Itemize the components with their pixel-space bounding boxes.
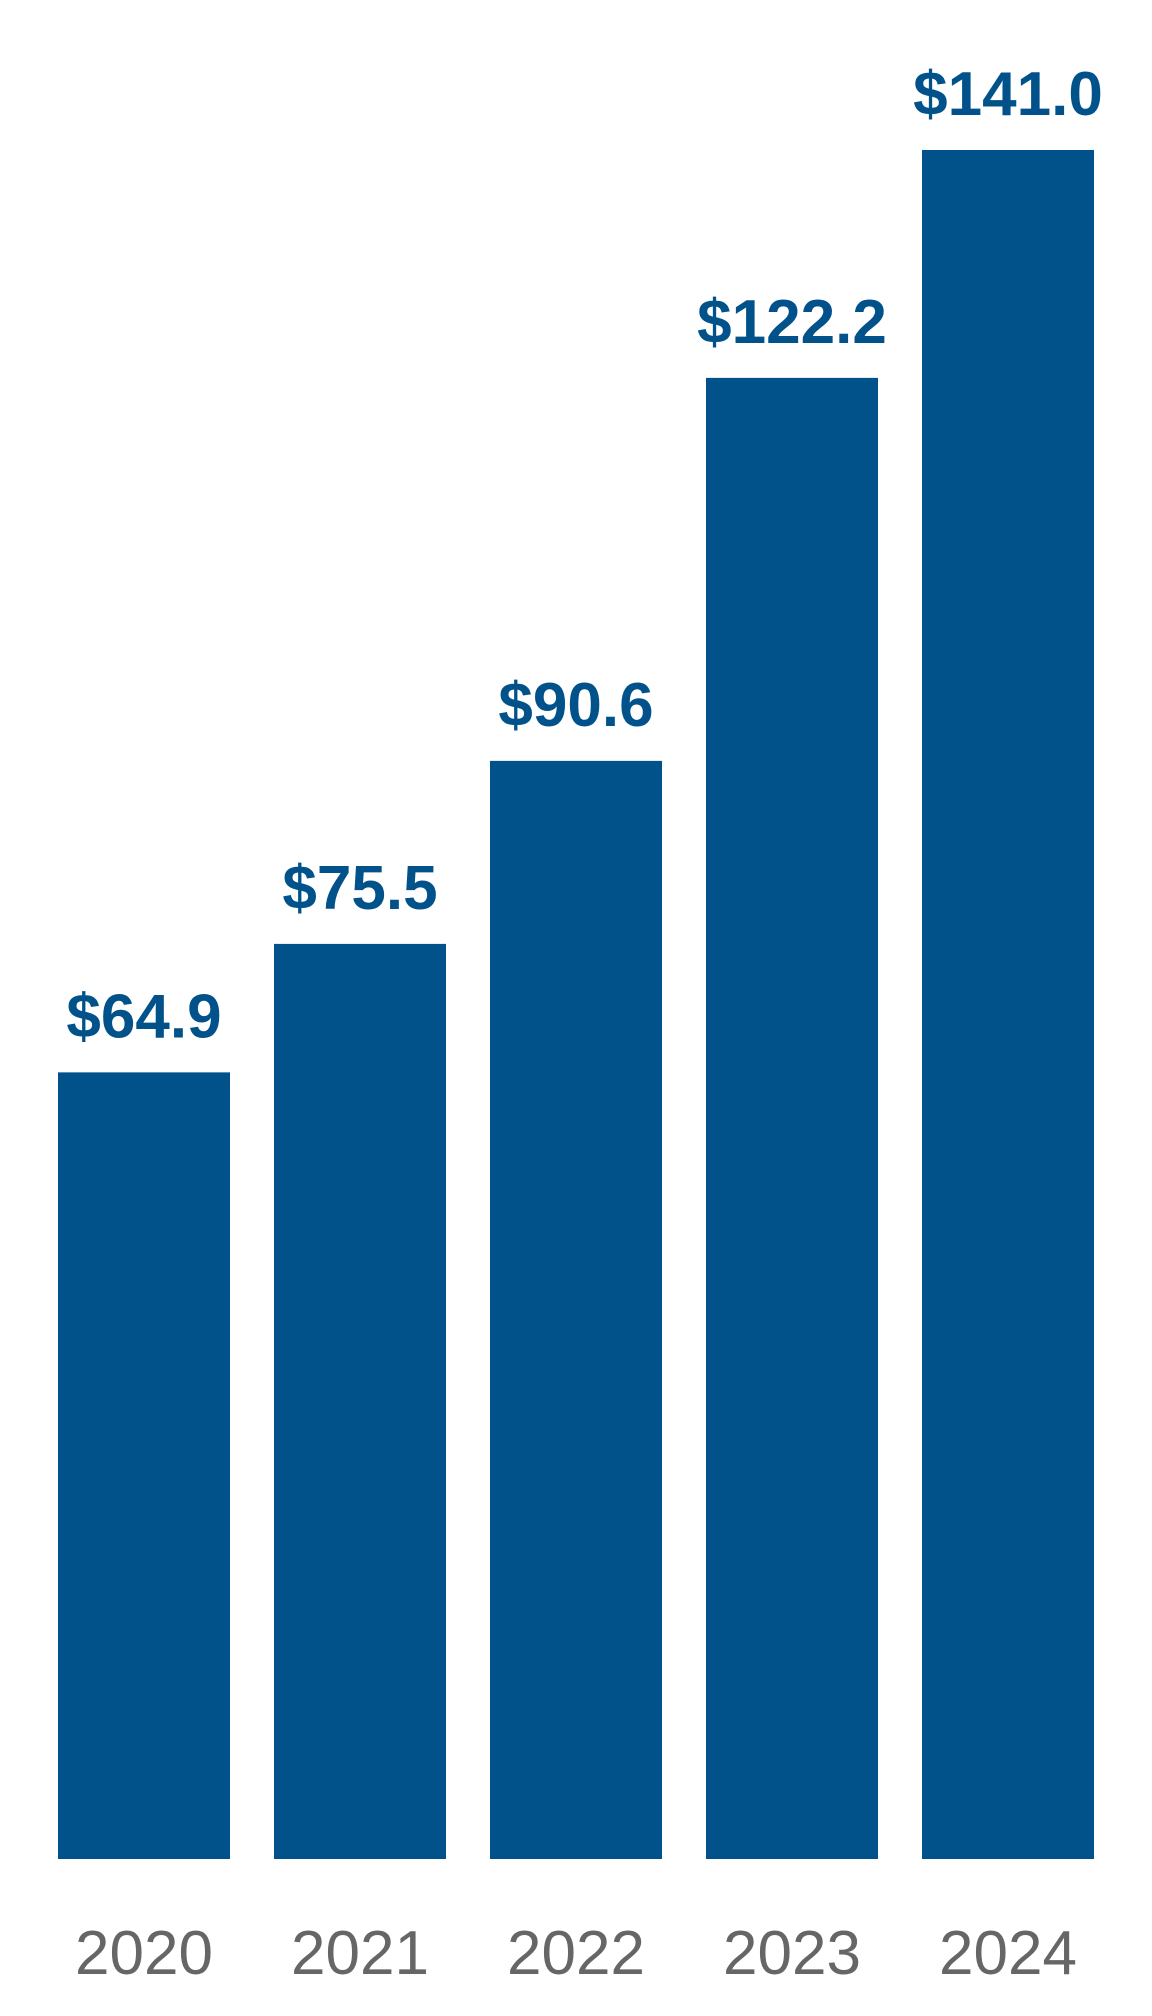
bar [274,943,446,1859]
x-tick-label: 2021 [291,1919,429,1988]
bar [706,377,878,1859]
bar [58,1072,230,1859]
x-tick-label: 2024 [939,1919,1077,1988]
bar [922,150,1094,1859]
data-label: $64.9 [66,982,221,1051]
data-label: $90.6 [498,671,653,740]
data-label: $122.2 [697,288,887,357]
x-tick-label: 2023 [723,1919,861,1988]
data-label: $75.5 [282,854,437,923]
x-tick-label: 2022 [507,1919,645,1988]
x-tick-label: 2020 [75,1919,213,1988]
bar [490,760,662,1859]
data-label: $141.0 [913,60,1103,129]
